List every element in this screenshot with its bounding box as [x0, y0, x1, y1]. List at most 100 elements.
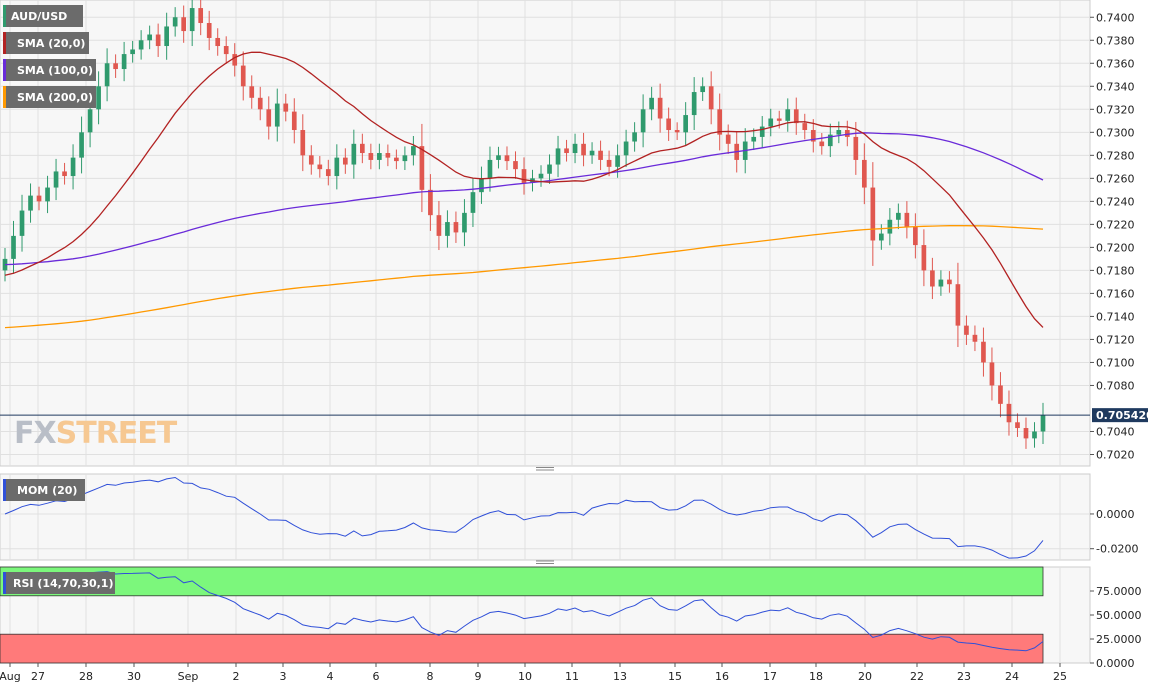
sma20-line	[4, 51, 1044, 328]
candle	[496, 155, 501, 160]
x-tick-label: 16	[715, 670, 729, 683]
y-tick-label: -0.0200	[1096, 543, 1138, 556]
candle	[470, 192, 476, 213]
legend-rsi[interactable]: RSI (14,70,30,1)	[3, 572, 115, 594]
candle	[206, 23, 212, 38]
legend-symbol: AUD/USD	[11, 10, 67, 23]
candle	[172, 17, 178, 27]
candle	[96, 86, 101, 110]
y-tick-label: 0.7080	[1096, 379, 1135, 392]
candle	[19, 210, 25, 236]
candle	[368, 153, 374, 160]
candle	[436, 215, 442, 236]
candle	[785, 109, 791, 121]
candle	[462, 212, 467, 233]
candle	[164, 26, 169, 47]
candle	[411, 146, 416, 156]
candle	[836, 130, 842, 135]
x-tick-label: 18	[809, 670, 823, 683]
candle	[819, 141, 825, 147]
rsi-oversold-zone	[0, 633, 1044, 664]
candle	[249, 86, 255, 98]
candle	[377, 153, 382, 160]
candle	[1015, 422, 1020, 429]
candle	[45, 187, 50, 202]
candle	[504, 155, 510, 162]
candle	[861, 159, 867, 188]
candle	[428, 189, 433, 216]
candle	[555, 148, 561, 165]
x-tick-label: 27	[31, 670, 45, 683]
candle	[104, 63, 110, 87]
x-tick-label: 3	[280, 670, 287, 683]
candle	[827, 134, 833, 147]
legend-sma100-label: SMA (100,0)	[17, 64, 93, 77]
candle	[998, 385, 1003, 404]
x-tick-label: 28	[79, 670, 93, 683]
candle	[640, 109, 646, 133]
candle	[385, 153, 391, 158]
y-tick-label: 0.7140	[1096, 310, 1135, 323]
candle	[598, 150, 603, 160]
candle	[266, 109, 272, 127]
sma100-line	[4, 132, 1044, 266]
candle	[138, 40, 144, 50]
panel-resize-handle[interactable]	[536, 560, 554, 564]
candle	[215, 37, 221, 47]
legend-sma20[interactable]: SMA (20,0)	[3, 32, 89, 54]
price-panel	[0, 0, 1091, 467]
candle	[232, 54, 238, 66]
candle	[121, 54, 127, 70]
candle	[342, 157, 348, 165]
y-tick-label: 0.7320	[1096, 103, 1135, 116]
y-tick-label: 0.7100	[1096, 356, 1135, 369]
candle	[62, 171, 67, 177]
candle	[955, 284, 961, 326]
legend-mom[interactable]: MOM (20)	[3, 479, 85, 501]
candle	[674, 130, 680, 133]
candle	[394, 157, 399, 162]
x-tick-label: 6	[373, 670, 380, 683]
candle	[147, 34, 152, 41]
candle	[700, 86, 706, 93]
y-tick-label: 0.7020	[1096, 448, 1135, 461]
panel-resize-handle[interactable]	[536, 467, 554, 471]
x-tick-label: 11	[565, 670, 579, 683]
candle	[130, 49, 135, 55]
candle	[1032, 431, 1037, 439]
x-tick-label: 20	[858, 670, 872, 683]
y-tick-label: 0.7240	[1096, 195, 1135, 208]
candle	[11, 235, 16, 259]
candle	[1006, 403, 1012, 423]
candle	[913, 226, 918, 246]
candle	[606, 159, 612, 167]
candle	[513, 161, 518, 170]
candle	[189, 8, 195, 32]
candle	[615, 155, 620, 167]
legend-sma200[interactable]: SMA (200,0)	[3, 86, 96, 108]
y-tick-label: 0.0000	[1096, 508, 1135, 521]
x-tick-label: 22	[910, 670, 924, 683]
legend-rsi-label: RSI (14,70,30,1)	[13, 577, 113, 590]
candle	[802, 123, 808, 131]
candle	[666, 118, 671, 131]
candle	[198, 8, 204, 24]
rsi-overbought-zone	[0, 566, 1044, 597]
candle	[113, 63, 118, 70]
candle	[964, 325, 969, 335]
x-tick-label: 15	[668, 670, 682, 683]
y-tick-label: 0.7260	[1096, 172, 1135, 185]
candle	[725, 134, 731, 144]
candle	[308, 155, 314, 165]
candle	[879, 233, 884, 241]
candle	[521, 169, 527, 183]
legend-pair[interactable]: AUD/USD	[3, 5, 83, 27]
candle	[904, 212, 910, 227]
legend-sma100[interactable]: SMA (100,0)	[3, 59, 96, 81]
candle	[657, 97, 663, 119]
candle	[870, 187, 876, 241]
candle	[419, 146, 425, 190]
x-tick-label: 23	[957, 670, 971, 683]
fxstreet-watermark: FXSTREET	[14, 416, 178, 451]
candle	[240, 65, 246, 87]
